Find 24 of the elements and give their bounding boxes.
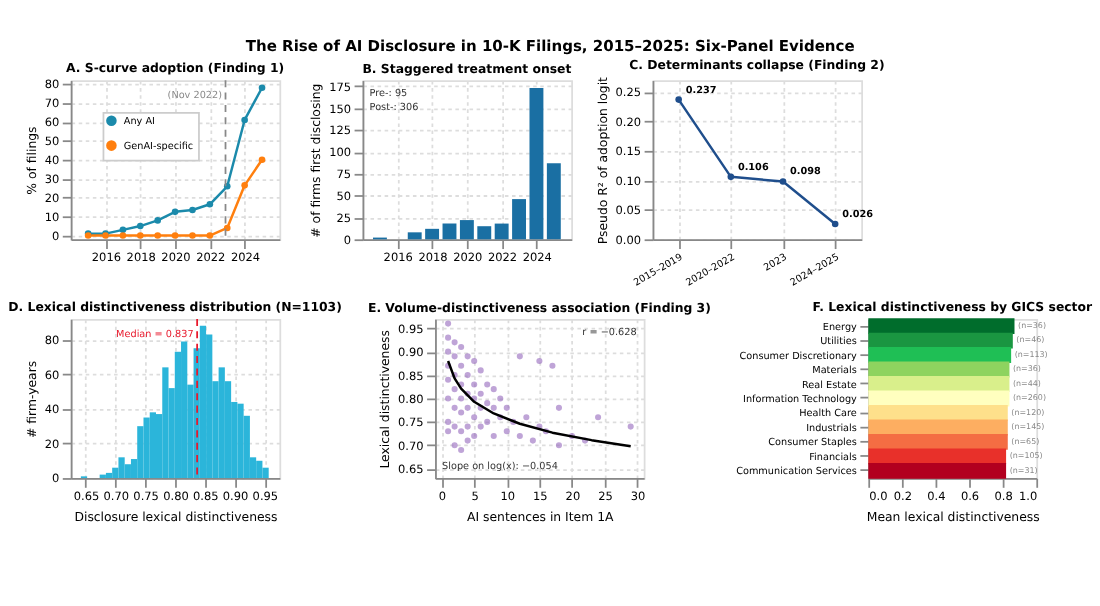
point — [189, 232, 196, 239]
point — [154, 232, 161, 239]
point — [258, 156, 266, 164]
bar — [546, 163, 561, 240]
point — [171, 208, 179, 216]
point — [136, 222, 144, 230]
point — [206, 200, 214, 208]
point — [189, 206, 196, 214]
point — [727, 173, 735, 181]
point — [675, 96, 682, 103]
point — [171, 232, 179, 239]
point — [206, 232, 214, 239]
point — [779, 178, 787, 185]
point — [241, 182, 248, 189]
point — [223, 182, 231, 190]
point — [119, 232, 127, 239]
point — [136, 232, 144, 239]
point — [258, 84, 266, 92]
point — [223, 224, 231, 232]
point — [831, 220, 839, 228]
point — [241, 116, 248, 124]
line-series — [446, 359, 632, 448]
line-series — [675, 96, 839, 228]
point — [154, 217, 161, 224]
